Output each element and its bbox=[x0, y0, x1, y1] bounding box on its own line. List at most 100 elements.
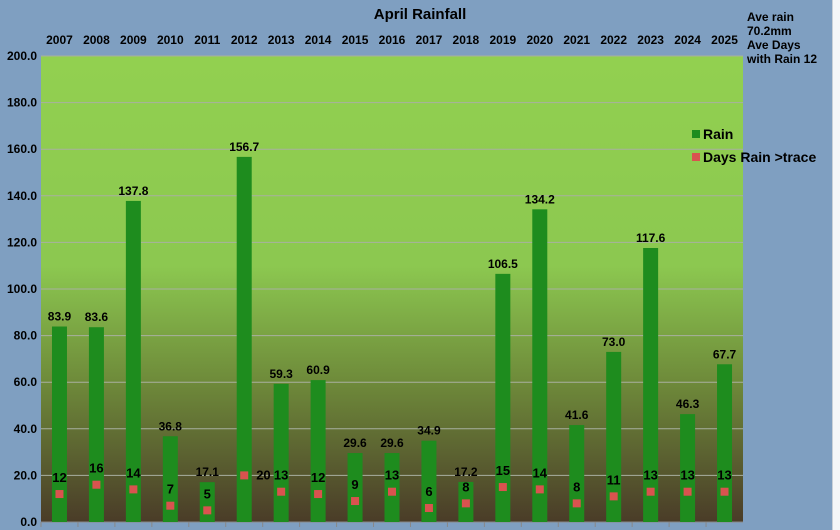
days-marker bbox=[388, 487, 396, 496]
rain-data-label: 156.7 bbox=[229, 140, 259, 154]
x-tick-label: 2023 bbox=[637, 33, 664, 47]
y-tick-label: 200.0 bbox=[7, 49, 37, 63]
legend-days-swatch bbox=[692, 153, 700, 161]
days-data-label: 16 bbox=[89, 461, 103, 476]
x-tick-label: 2010 bbox=[157, 33, 184, 47]
rain-data-label: 29.6 bbox=[343, 436, 367, 450]
rain-data-label: 17.1 bbox=[196, 465, 220, 479]
x-tick-label: 2009 bbox=[120, 33, 147, 47]
x-tick-label: 2015 bbox=[342, 33, 369, 47]
x-tick-label: 2020 bbox=[526, 33, 553, 47]
rain-data-label: 59.3 bbox=[269, 367, 293, 381]
note-line: Ave rain bbox=[747, 10, 794, 24]
days-marker bbox=[92, 480, 101, 489]
x-tick-label: 2014 bbox=[305, 33, 332, 47]
rain-data-label: 83.9 bbox=[48, 310, 72, 324]
rain-data-label: 60.9 bbox=[306, 363, 330, 377]
rain-data-label: 29.6 bbox=[380, 436, 404, 450]
x-tick-label: 2024 bbox=[674, 33, 701, 47]
rain-data-label: 106.5 bbox=[488, 257, 518, 271]
x-tick-label: 2008 bbox=[83, 33, 110, 47]
rain-data-label: 134.2 bbox=[525, 192, 555, 206]
rain-bar bbox=[569, 425, 585, 522]
y-tick-label: 120.0 bbox=[7, 235, 37, 249]
days-data-label: 14 bbox=[533, 465, 548, 480]
note-line: Ave Days bbox=[747, 38, 801, 52]
days-marker bbox=[683, 487, 692, 496]
rain-bar bbox=[273, 383, 289, 522]
legend-rain-swatch bbox=[692, 130, 700, 138]
days-marker bbox=[314, 490, 323, 499]
y-tick-label: 0.0 bbox=[20, 515, 37, 529]
days-marker bbox=[166, 501, 175, 510]
note-line: 70.2mm bbox=[747, 24, 792, 38]
rain-bar bbox=[51, 326, 67, 522]
x-tick-label: 2012 bbox=[231, 33, 258, 47]
days-data-label: 14 bbox=[126, 465, 141, 480]
x-tick-label: 2025 bbox=[711, 33, 738, 47]
rain-bar bbox=[384, 453, 400, 522]
days-marker bbox=[609, 492, 618, 501]
days-marker bbox=[203, 506, 212, 515]
rain-bar bbox=[236, 156, 252, 522]
days-marker bbox=[424, 504, 433, 513]
days-data-label: 12 bbox=[311, 470, 325, 485]
rain-bar bbox=[643, 247, 659, 522]
days-data-label: 13 bbox=[643, 468, 657, 483]
window-edge bbox=[832, 0, 840, 530]
rain-bar bbox=[606, 351, 622, 522]
days-marker bbox=[277, 487, 286, 496]
x-tick-label: 2022 bbox=[600, 33, 627, 47]
rain-bar bbox=[495, 273, 511, 522]
days-marker bbox=[129, 485, 138, 494]
rain-bar bbox=[717, 364, 733, 522]
rain-data-label: 137.8 bbox=[118, 184, 148, 198]
days-data-label: 8 bbox=[573, 479, 580, 494]
legend-rain-label: Rain bbox=[703, 126, 733, 142]
y-tick-label: 40.0 bbox=[14, 422, 38, 436]
days-marker bbox=[720, 487, 729, 496]
days-data-label: 6 bbox=[425, 484, 432, 499]
days-data-label: 13 bbox=[274, 468, 288, 483]
x-tick-label: 2017 bbox=[416, 33, 443, 47]
days-data-label: 8 bbox=[462, 479, 469, 494]
days-marker bbox=[498, 483, 507, 492]
days-data-label: 13 bbox=[680, 468, 694, 483]
rain-data-label: 36.8 bbox=[159, 419, 183, 433]
days-marker bbox=[572, 499, 581, 508]
days-marker bbox=[535, 485, 544, 494]
y-tick-label: 140.0 bbox=[7, 189, 37, 203]
x-tick-label: 2018 bbox=[453, 33, 480, 47]
rain-bar bbox=[532, 209, 548, 522]
rain-data-label: 17.2 bbox=[454, 465, 478, 479]
days-data-label: 20 bbox=[256, 467, 270, 482]
days-data-label: 9 bbox=[351, 477, 358, 492]
rain-data-label: 117.6 bbox=[636, 231, 666, 245]
days-data-label: 5 bbox=[204, 486, 211, 501]
days-marker bbox=[461, 499, 470, 508]
rain-data-label: 46.3 bbox=[676, 397, 700, 411]
y-tick-label: 60.0 bbox=[14, 375, 38, 389]
days-data-label: 12 bbox=[52, 470, 66, 485]
days-data-label: 7 bbox=[167, 482, 174, 497]
y-tick-label: 20.0 bbox=[14, 468, 38, 482]
rain-data-label: 83.6 bbox=[85, 310, 109, 324]
chart-title: April Rainfall bbox=[373, 6, 467, 23]
days-marker bbox=[240, 471, 249, 480]
y-tick-label: 180.0 bbox=[7, 96, 37, 110]
days-data-label: 13 bbox=[717, 468, 731, 483]
x-tick-label: 2013 bbox=[268, 33, 295, 47]
rain-bar bbox=[88, 327, 104, 522]
note-line: with Rain 12 bbox=[747, 52, 818, 66]
legend-days-label: Days Rain >trace bbox=[703, 149, 816, 165]
rain-bar bbox=[162, 436, 178, 522]
days-marker bbox=[55, 490, 64, 499]
x-tick-label: 2011 bbox=[194, 33, 220, 47]
rain-data-label: 73.0 bbox=[602, 335, 626, 349]
x-tick-label: 2021 bbox=[563, 33, 590, 47]
days-marker bbox=[646, 487, 655, 496]
rain-bar bbox=[125, 200, 141, 522]
days-data-label: 11 bbox=[607, 472, 621, 487]
y-tick-label: 80.0 bbox=[14, 329, 38, 343]
